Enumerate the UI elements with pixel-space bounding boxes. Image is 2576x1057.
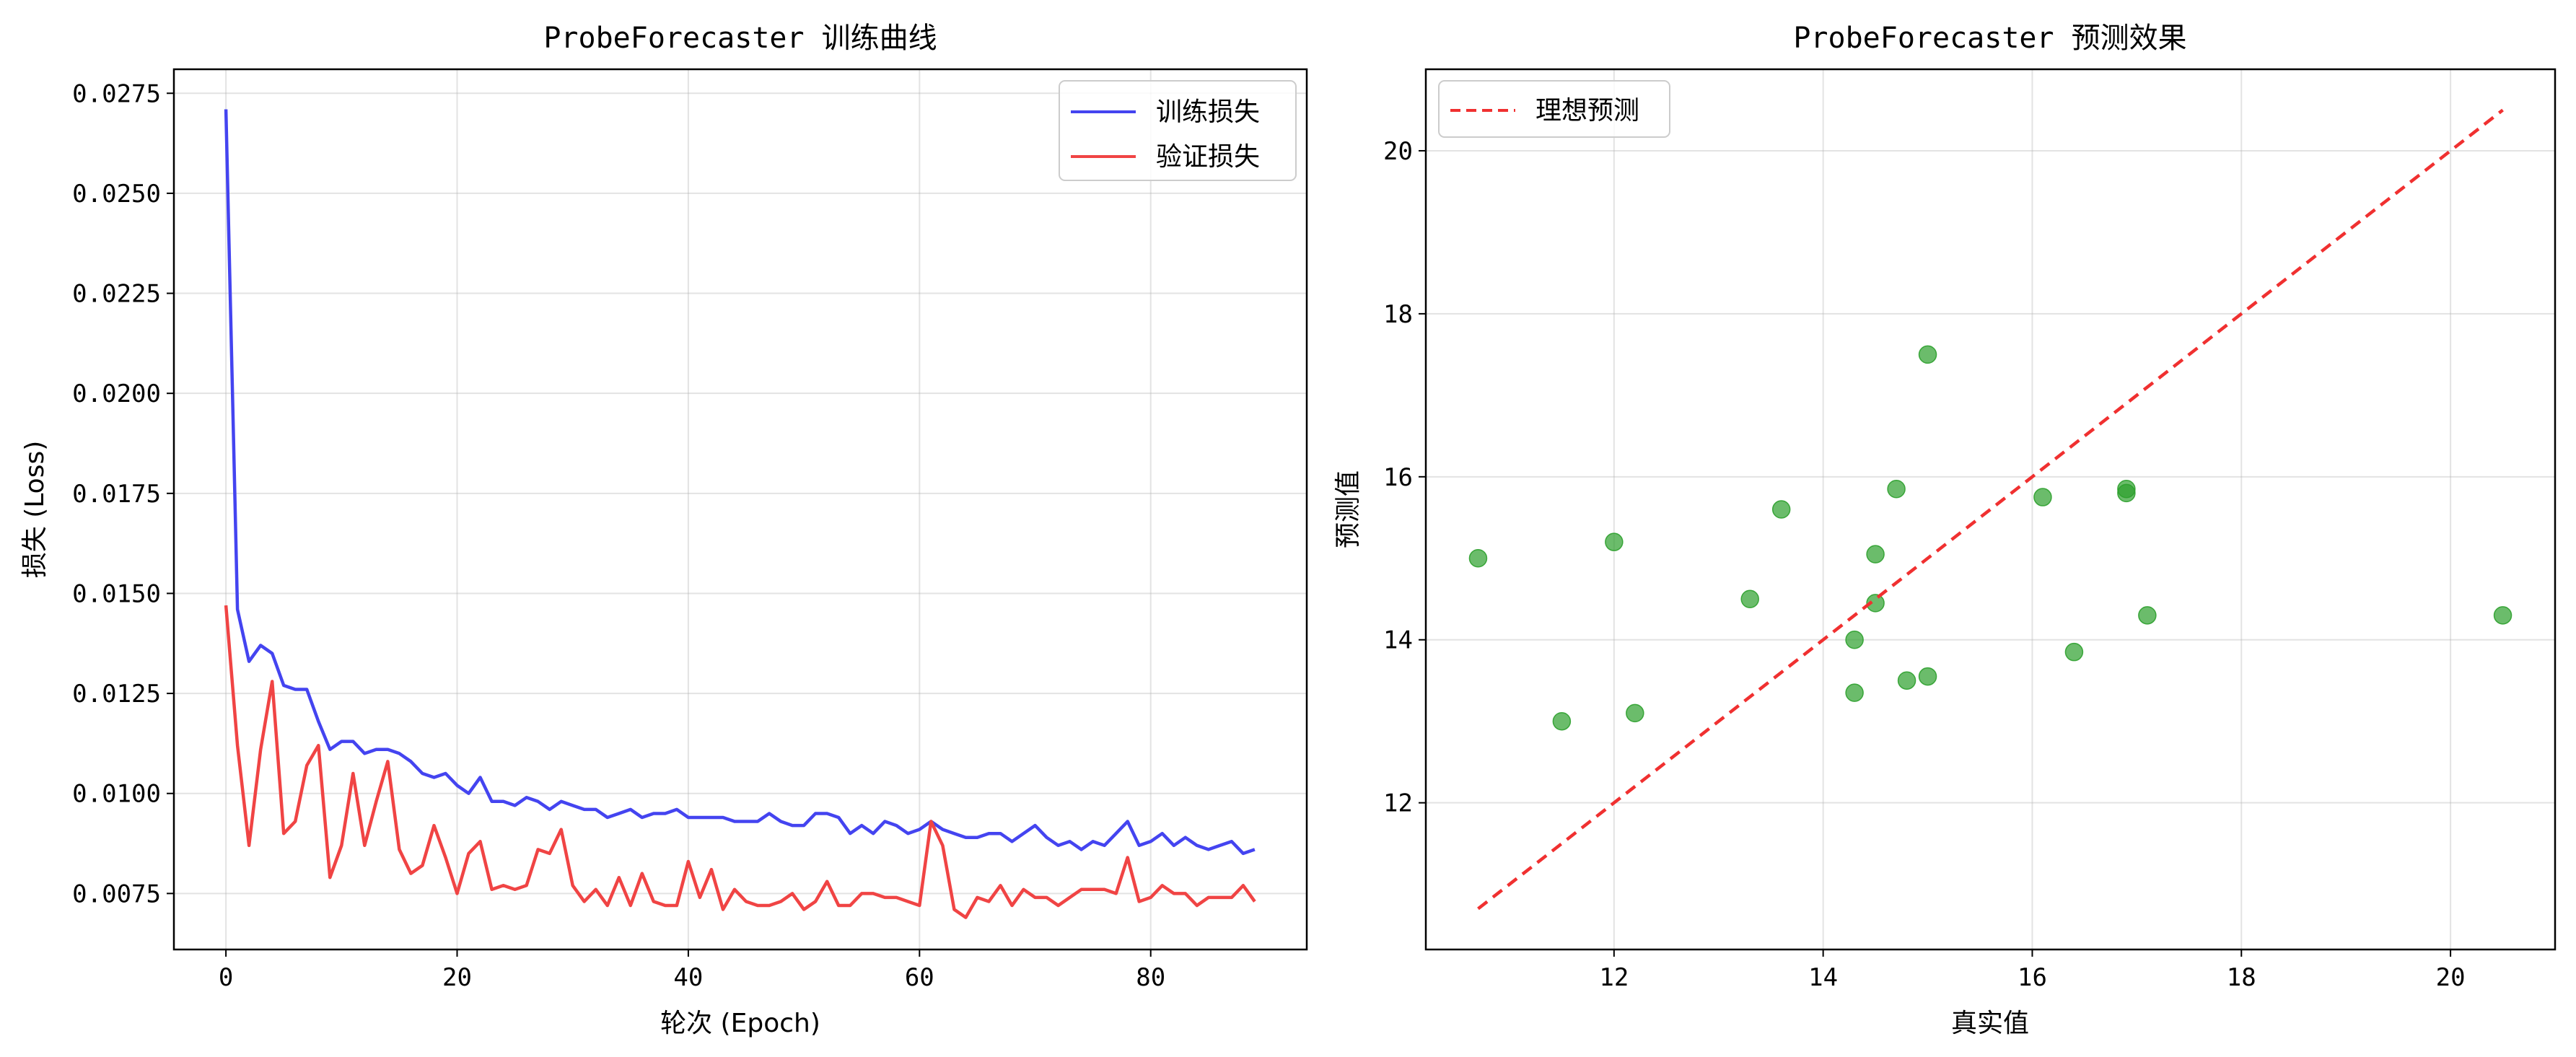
x-axis-label: 真实值: [1951, 1009, 2029, 1038]
x-tick-label: 80: [1136, 963, 1165, 992]
scatter-point: [2493, 606, 2513, 625]
training-curve-chart: ProbeForecaster 训练曲线 0 20 40 60 80 0.00750.0…: [20, 22, 1308, 1038]
scatter-point: [2064, 642, 2084, 662]
legend: 理想预测: [1438, 80, 1670, 138]
y-tick-label: 0.0100: [72, 780, 161, 809]
plot-frame: [1424, 68, 2557, 951]
legend-label-ideal: 理想预测: [1535, 96, 1639, 126]
scatter-point: [1740, 589, 1759, 609]
series-line-val: [224, 605, 1256, 919]
x-tick-label: 20: [442, 963, 472, 992]
x-tick-label: 14: [1808, 963, 1838, 992]
x-axis-label: 轮次 (Epoch): [660, 1009, 820, 1038]
scatter-point: [2033, 488, 2052, 506]
x-tick-label: 40: [673, 963, 703, 992]
chart-title: ProbeForecaster 训练曲线: [543, 22, 937, 55]
scatter-point: [1887, 480, 1906, 499]
scatter-point: [1866, 594, 1885, 613]
y-tick-label: 0.0150: [72, 579, 161, 608]
scatter-point: [1897, 671, 1916, 690]
x-axis-ticks: 12 14 16 18 20: [1599, 949, 2466, 992]
y-tick-label: 0.0075: [72, 880, 161, 908]
scatter-point: [1845, 683, 1864, 702]
scatter-point: [2138, 606, 2157, 625]
scatter-point: [1866, 545, 1885, 563]
x-tick-label: 0: [219, 963, 233, 992]
scatter-point: [1605, 532, 1624, 551]
legend-label-train: 训练损失: [1156, 97, 1260, 127]
y-tick-label: 16: [1383, 463, 1413, 492]
y-axis-ticks: 12 14 16 18 20: [1383, 137, 1426, 818]
legend: 训练损失 验证损失: [1059, 80, 1297, 181]
x-tick-label: 18: [2227, 963, 2256, 992]
scatter-point: [1468, 549, 1488, 568]
series-group: [1468, 108, 2513, 911]
chart-title: ProbeForecaster 预测效果: [1793, 22, 2186, 55]
prediction-scatter-chart: ProbeForecaster 预测效果 12 14 16 18 20 12 14 16 18…: [1333, 22, 2557, 1038]
y-axis-label: 预测值: [1333, 470, 1363, 548]
y-tick-label: 14: [1383, 626, 1413, 655]
x-tick-label: 20: [2436, 963, 2466, 992]
scatter-point: [1626, 703, 1644, 723]
y-tick-label: 0.0200: [72, 380, 161, 408]
series-group: [224, 109, 1256, 919]
y-tick-label: 20: [1383, 137, 1413, 166]
legend-box: [1438, 80, 1670, 138]
scatter-point: [2117, 480, 2136, 499]
y-tick-label: 12: [1383, 789, 1413, 818]
y-tick-label: 0.0225: [72, 280, 161, 309]
y-tick-label: 18: [1383, 300, 1413, 329]
series-line-train: [224, 109, 1256, 856]
y-axis-label: 损失 (Loss): [20, 441, 50, 579]
y-axis-ticks: 0.0075 0.0100 0.0125 0.0150 0.0175 0.0200 0.02…: [72, 79, 174, 908]
scatter-point: [1771, 500, 1791, 519]
grid: [174, 69, 1307, 949]
x-tick-label: 12: [1599, 963, 1629, 992]
scatter-point: [1918, 345, 1937, 364]
x-axis-ticks: 0 20 40 60 80: [219, 949, 1165, 992]
scatter-point: [1918, 667, 1937, 686]
y-tick-label: 0.0250: [72, 180, 161, 209]
plot-frame: [172, 68, 1308, 951]
y-tick-label: 0.0125: [72, 680, 161, 709]
legend-label-val: 验证损失: [1156, 142, 1260, 172]
scatter-point: [1552, 711, 1572, 731]
ideal-prediction-line: [1477, 108, 2504, 911]
x-tick-label: 60: [905, 963, 934, 992]
scatter-point: [1845, 630, 1864, 649]
y-tick-label: 0.0175: [72, 480, 161, 509]
y-tick-label: 0.0275: [72, 79, 161, 108]
x-tick-label: 16: [2018, 963, 2047, 992]
